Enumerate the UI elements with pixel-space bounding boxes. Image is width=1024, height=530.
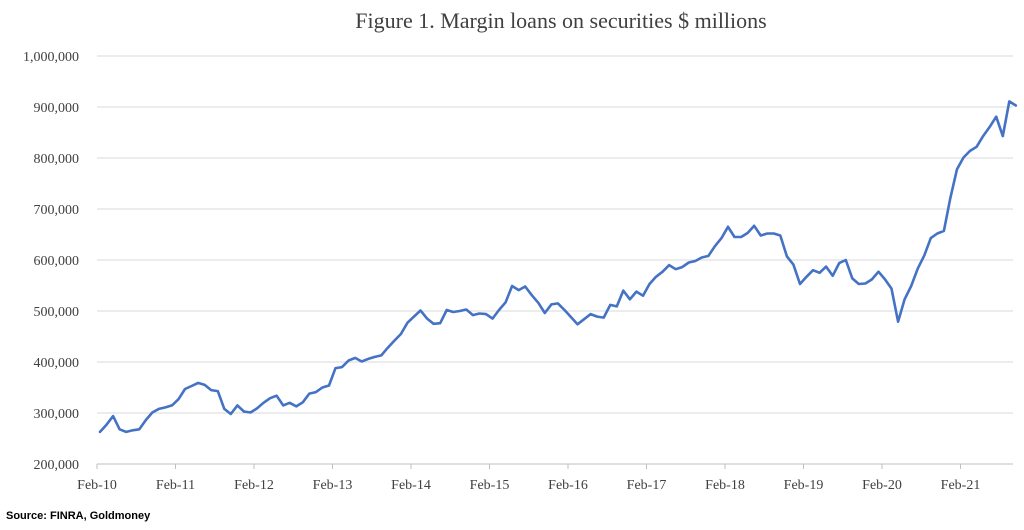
y-tick-label: 200,000 <box>34 458 80 473</box>
x-tick-label: Feb-18 <box>705 478 745 493</box>
series-line-margin-loans <box>98 100 1018 434</box>
y-tick-label: 600,000 <box>34 254 80 269</box>
y-tick-label: 500,000 <box>34 305 80 320</box>
y-tick-label: 700,000 <box>34 203 80 218</box>
gridlines <box>97 55 1013 414</box>
x-tick-label: Feb-15 <box>470 478 510 493</box>
chart-title: Figure 1. Margin loans on securities $ m… <box>355 8 766 33</box>
x-tick-label: Feb-11 <box>156 478 195 493</box>
x-tick-label: Feb-19 <box>784 478 824 493</box>
x-tick-label: Feb-21 <box>941 478 981 493</box>
y-tick-label: 900,000 <box>34 101 80 116</box>
x-tick-label: Feb-12 <box>234 478 274 493</box>
y-tick-label: 300,000 <box>34 407 80 422</box>
x-tick-label: Feb-16 <box>548 478 588 493</box>
y-tick-label: 800,000 <box>34 152 80 167</box>
source-note: Source: FINRA, Goldmoney <box>6 510 151 522</box>
y-tick-label: 1,000,000 <box>23 50 79 65</box>
y-axis: 1,000,000 900,000 800,000 700,000 600,000 500… <box>23 50 79 473</box>
x-tick-label: Feb-20 <box>862 478 902 493</box>
x-tick-label: Feb-14 <box>391 478 431 493</box>
x-tick-label: Feb-10 <box>77 478 117 493</box>
x-axis: Feb-10 Feb-11 Feb-12 Feb-13 Feb-14 Feb-15 Feb-… <box>77 464 980 493</box>
y-tick-label: 400,000 <box>34 356 80 371</box>
x-tick-label: Feb-13 <box>313 478 353 493</box>
x-tick-label: Feb-17 <box>627 478 667 493</box>
